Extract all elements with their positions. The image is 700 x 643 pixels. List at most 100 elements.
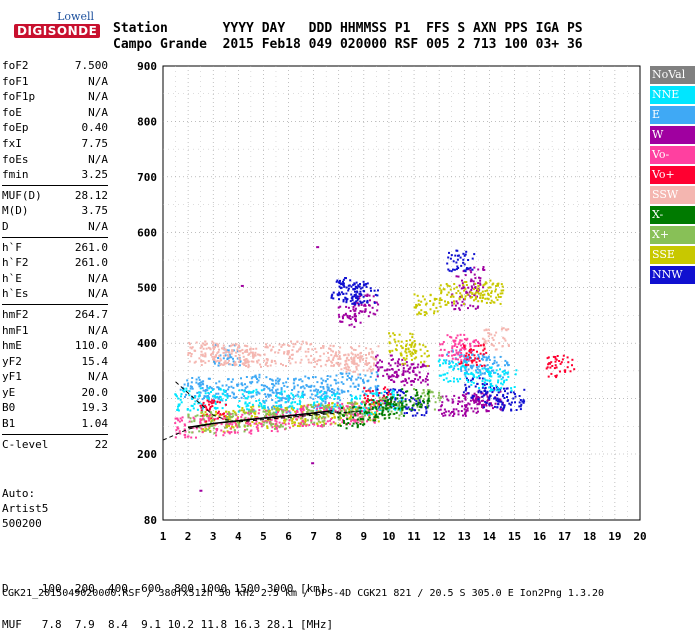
echo-point	[251, 403, 254, 406]
echo-point	[467, 307, 469, 310]
echo-point	[337, 306, 340, 309]
echo-point	[398, 414, 401, 417]
echo-point	[375, 371, 378, 374]
echo-point	[473, 266, 476, 269]
echo-point	[208, 407, 211, 410]
echo-point	[265, 415, 268, 417]
echo-point	[415, 350, 418, 353]
echo-point	[243, 344, 246, 347]
echo-point	[464, 367, 467, 370]
echo-point	[227, 388, 230, 391]
echo-point	[438, 399, 441, 402]
echo-point	[256, 424, 259, 427]
echo-point	[407, 377, 410, 380]
echo-point	[309, 403, 312, 406]
echo-point	[331, 358, 334, 361]
echo-point	[206, 384, 209, 387]
echo-point	[439, 408, 442, 411]
echo-point	[401, 406, 404, 409]
echo-point	[307, 350, 310, 353]
echo-point	[246, 359, 249, 362]
echo-point	[492, 301, 495, 304]
echo-point	[303, 393, 306, 396]
echo-point	[351, 347, 353, 350]
echo-point	[364, 403, 366, 406]
echo-point	[354, 370, 357, 373]
echo-point	[408, 371, 411, 374]
echo-point	[367, 409, 370, 412]
echo-point	[264, 346, 267, 349]
echo-point	[506, 372, 509, 375]
logo-text-digisonde: DIGISONDE	[14, 24, 101, 38]
echo-point	[496, 388, 499, 391]
echo-point	[345, 405, 348, 408]
echo-point	[446, 353, 448, 356]
echo-point	[348, 315, 351, 318]
echo-point	[413, 344, 416, 347]
echo-point	[463, 333, 466, 336]
echo-point	[224, 415, 227, 417]
echo-point	[205, 420, 208, 423]
echo-point	[280, 408, 283, 411]
echo-point	[231, 350, 234, 352]
echo-point	[413, 306, 416, 309]
echo-point	[331, 293, 334, 296]
echo-point	[356, 299, 359, 302]
echo-point	[203, 429, 206, 432]
echo-point	[277, 380, 280, 383]
echo-point	[477, 300, 480, 303]
echo-point	[280, 387, 283, 390]
echo-point	[284, 401, 287, 404]
echo-point	[337, 313, 340, 316]
echo-point	[334, 352, 337, 355]
echo-point	[451, 345, 454, 348]
echo-point	[348, 423, 351, 426]
echo-point	[342, 420, 345, 422]
echo-point	[247, 365, 250, 367]
echo-point	[352, 362, 355, 365]
echo-point	[477, 305, 480, 308]
echo-point	[299, 409, 302, 412]
echo-point	[262, 410, 265, 413]
echo-point	[363, 303, 366, 306]
echo-point	[331, 408, 334, 411]
echo-point	[338, 298, 340, 301]
echo-point	[487, 335, 490, 338]
echo-point	[384, 397, 387, 400]
echo-point	[310, 361, 313, 364]
echo-point	[388, 350, 391, 353]
echo-point	[285, 381, 288, 384]
echo-point	[365, 283, 368, 285]
echo-point	[303, 387, 306, 390]
echo-point	[320, 377, 323, 380]
echo-point	[348, 412, 351, 415]
echo-point	[186, 379, 189, 382]
echo-point	[232, 386, 235, 389]
echo-point	[265, 385, 268, 388]
echo-point	[320, 365, 323, 368]
echo-point	[485, 359, 488, 362]
echo-point	[424, 380, 427, 383]
echo-point	[215, 382, 218, 385]
echo-point	[327, 359, 330, 362]
echo-point	[287, 398, 290, 401]
echo-point	[211, 405, 214, 408]
echo-point	[437, 396, 440, 399]
x-tick-label: 17	[558, 530, 571, 543]
echo-point	[259, 363, 262, 366]
echo-point	[420, 300, 423, 303]
echo-point	[320, 402, 323, 405]
echo-point	[255, 376, 258, 379]
echo-point	[224, 351, 227, 354]
echo-point	[219, 401, 221, 404]
echo-point	[446, 262, 449, 265]
echo-point	[411, 336, 414, 339]
echo-point	[354, 353, 357, 356]
echo-point	[247, 366, 250, 369]
echo-point	[270, 378, 273, 381]
param-row: foF1 N/A	[2, 74, 108, 90]
echo-point	[463, 344, 466, 347]
echo-point	[497, 293, 499, 296]
echo-point	[417, 400, 420, 403]
echo-point	[425, 412, 428, 414]
